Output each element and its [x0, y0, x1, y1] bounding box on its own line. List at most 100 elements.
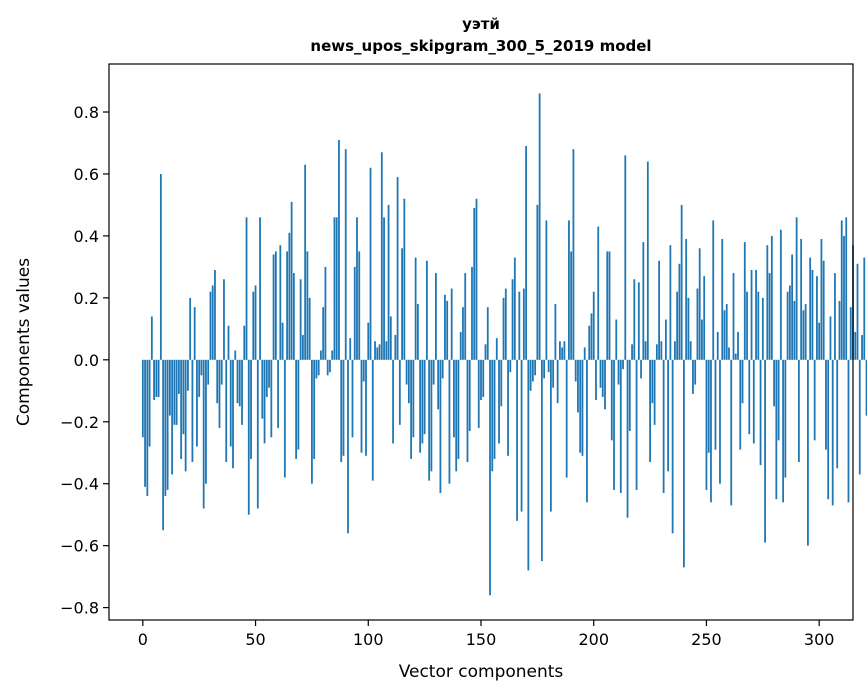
bar-167	[518, 291, 521, 360]
bar-225	[649, 359, 651, 463]
bar-104	[376, 347, 379, 360]
y-tick-label-8: 0.8	[74, 103, 99, 122]
bar-171	[527, 359, 530, 571]
bar-174	[534, 359, 537, 376]
bar-252	[710, 359, 712, 503]
bar-217	[631, 344, 633, 360]
bar-291	[797, 359, 800, 463]
bar-64	[286, 251, 289, 360]
bar-97	[360, 359, 363, 453]
bar-87	[338, 139, 340, 360]
bar-305	[829, 316, 832, 360]
bar-76	[313, 359, 316, 459]
bar-222	[642, 242, 645, 360]
bar-275	[761, 297, 764, 360]
bar-139	[455, 359, 458, 472]
bar-47	[247, 359, 250, 515]
bar-141	[459, 331, 462, 360]
bar-134	[444, 294, 446, 360]
bar-102	[371, 359, 374, 481]
bar-226	[651, 359, 654, 404]
bar-49	[252, 291, 255, 360]
bar-146	[471, 266, 473, 360]
bar-318	[858, 359, 861, 475]
bar-181	[549, 359, 552, 512]
bar-272	[755, 269, 757, 360]
bar-13	[171, 359, 174, 475]
bar-136	[448, 359, 451, 484]
bar-89	[342, 359, 345, 456]
bar-260	[728, 347, 730, 360]
bar-257	[721, 239, 724, 360]
x-tick-label-200: 200	[578, 630, 609, 649]
bar-132	[439, 359, 442, 493]
bar-262	[732, 273, 735, 360]
bar-17	[180, 359, 183, 459]
bar-118	[407, 359, 410, 404]
bar-204	[601, 359, 604, 397]
bar-248	[701, 319, 703, 360]
bar-230	[660, 341, 663, 360]
bar-7	[157, 359, 160, 397]
bar-165	[513, 257, 516, 360]
bar-131	[437, 359, 440, 410]
bar-27	[202, 359, 205, 509]
bar-154	[489, 359, 491, 596]
bar-157	[495, 338, 498, 360]
bar-30	[209, 291, 212, 360]
y-axis-label: Components values	[14, 258, 34, 426]
bar-307	[834, 273, 836, 360]
bar-264	[737, 331, 739, 360]
bar-232	[664, 319, 667, 360]
bar-155	[491, 359, 494, 472]
bar-75	[311, 359, 313, 484]
bar-173	[531, 359, 534, 382]
bar-162	[507, 359, 509, 456]
bar-279	[770, 235, 773, 360]
bar-182	[552, 359, 555, 388]
bar-276	[764, 359, 766, 543]
bar-3	[148, 359, 151, 447]
bar-191	[572, 149, 575, 360]
bar-53	[261, 359, 264, 419]
bar-10	[164, 359, 167, 497]
bar-306	[831, 359, 834, 506]
bar-137	[450, 288, 453, 360]
bar-310	[840, 220, 843, 360]
y-tick-label-4: 0.0	[74, 351, 99, 370]
bar-282	[777, 359, 780, 441]
bar-120	[412, 359, 415, 438]
bar-140	[457, 359, 460, 459]
bar-156	[493, 359, 496, 459]
x-tick-label-300: 300	[804, 630, 835, 649]
bar-219	[635, 359, 638, 490]
bar-24	[196, 359, 198, 447]
bar-112	[394, 335, 397, 360]
bar-247	[698, 248, 701, 360]
bar-218	[633, 279, 636, 360]
bar-292	[800, 239, 803, 360]
bar-29	[207, 359, 210, 385]
bar-224	[646, 161, 649, 360]
bar-293	[802, 310, 805, 360]
bar-188	[565, 359, 568, 478]
bar-127	[428, 359, 431, 481]
bar-251	[707, 359, 710, 453]
bar-245	[694, 359, 697, 385]
bar-280	[773, 359, 775, 407]
bar-229	[658, 260, 661, 360]
bar-201	[595, 359, 597, 401]
bar-77	[315, 359, 318, 379]
x-tick-label-100: 100	[353, 630, 384, 649]
bar-158	[498, 359, 500, 444]
bar-153	[486, 307, 489, 360]
bar-263	[734, 353, 737, 360]
bar-50	[254, 285, 257, 360]
bar-289	[793, 300, 796, 360]
bar-223	[644, 341, 647, 360]
bar-220	[637, 282, 640, 360]
bar-238	[678, 263, 681, 360]
y-tick-label-1: −0.6	[60, 537, 99, 556]
bar-11	[166, 359, 169, 490]
bar-60	[277, 359, 279, 428]
